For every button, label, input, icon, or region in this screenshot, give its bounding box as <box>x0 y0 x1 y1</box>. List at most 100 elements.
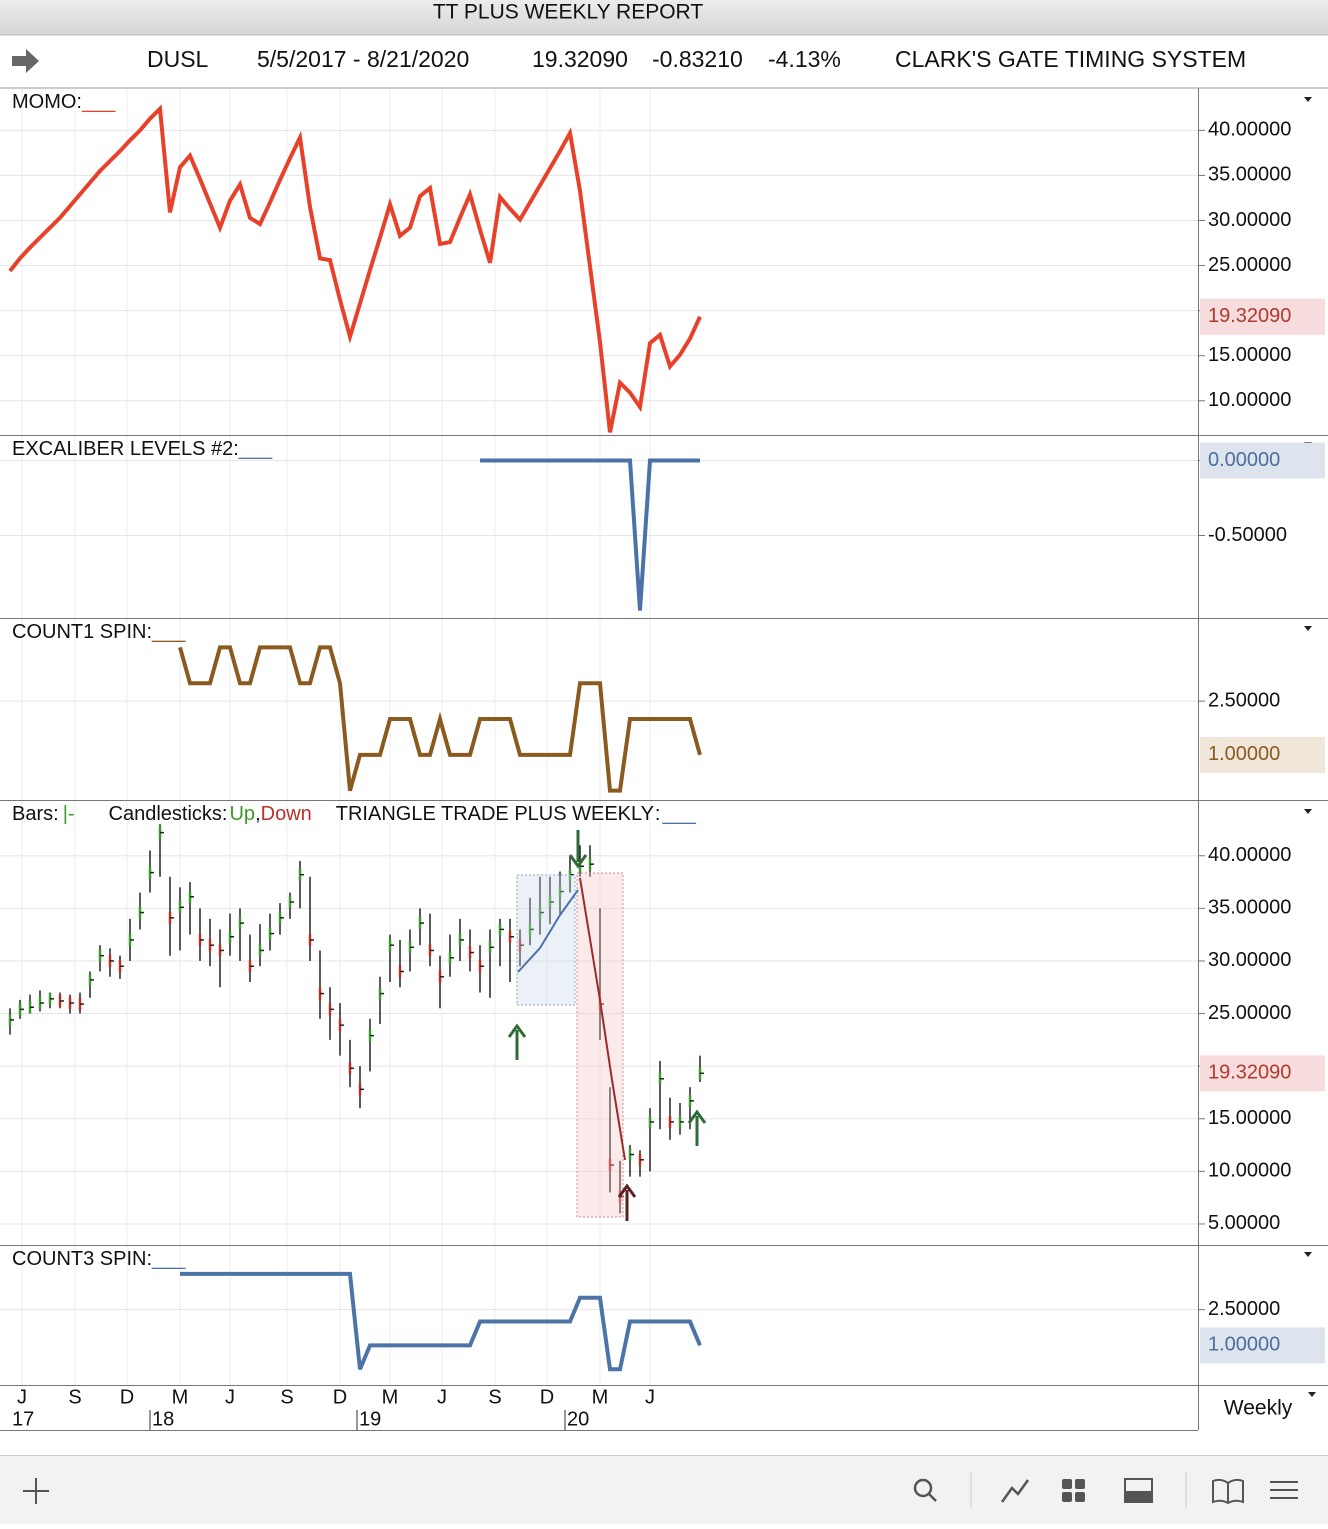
layout-button[interactable] <box>1062 1479 1085 1502</box>
legend-item: Bars: <box>12 803 59 825</box>
y-tick-label: 35.00000 <box>1208 164 1291 186</box>
legend-label: MOMO: <box>12 91 82 113</box>
month-label: M <box>592 1386 609 1408</box>
last-value-box <box>1200 1327 1325 1364</box>
panel-menu[interactable] <box>1304 809 1312 814</box>
panel-menu[interactable] <box>1304 1252 1312 1257</box>
triangle-annotations <box>507 830 707 1221</box>
triangle-line <box>579 877 626 1161</box>
legend-label: EXCALIBER LEVELS #2: <box>12 438 239 460</box>
panel-menu[interactable] <box>1304 626 1312 631</box>
last-value-label: 0.00000 <box>1208 449 1280 471</box>
period-selector[interactable]: Weekly <box>1224 1397 1293 1420</box>
month-label: S <box>488 1386 501 1408</box>
legend-item: , <box>255 803 261 825</box>
last-value-label: 19.32090 <box>1208 1062 1291 1084</box>
last-value-label: 1.00000 <box>1208 1334 1280 1356</box>
chart-style-button[interactable] <box>1000 1479 1030 1503</box>
legend-marker: ___ <box>151 621 186 643</box>
legend-item: : <box>655 803 661 825</box>
year-label: 19 <box>359 1408 381 1430</box>
panel-separators <box>0 435 1328 1431</box>
panel-title: COUNT3 SPIN:___ <box>12 1248 186 1270</box>
last-value-box <box>1200 298 1325 335</box>
panel-title: MOMO:___ <box>12 91 116 113</box>
series-line <box>8 104 702 433</box>
add-button[interactable] <box>23 1478 49 1504</box>
y-tick-label: 25.00000 <box>1208 254 1291 276</box>
month-label: D <box>120 1386 134 1408</box>
last-value-label: 1.00000 <box>1208 743 1280 765</box>
month-label: S <box>68 1386 81 1408</box>
legend-marker: ___ <box>238 438 273 460</box>
month-label: M <box>382 1386 399 1408</box>
last-value-label: 19.32090 <box>1208 305 1291 327</box>
legend-item: |- <box>63 803 75 825</box>
legend-item: Up <box>229 803 255 825</box>
exit-arrow <box>617 1183 637 1221</box>
month-label: J <box>225 1386 235 1408</box>
y-tick-label: 30.00000 <box>1208 209 1291 231</box>
last-value-box <box>1200 1055 1325 1092</box>
date-range: 5/5/2017 - 8/21/2020 <box>257 46 469 72</box>
month-label: J <box>437 1386 447 1408</box>
month-label: D <box>540 1386 554 1408</box>
month-label: J <box>645 1386 655 1408</box>
panel-title: EXCALIBER LEVELS #2:___ <box>12 438 273 460</box>
price-change: -0.83210 <box>652 46 743 72</box>
y-tick-label: 5.00000 <box>1208 1212 1280 1234</box>
title-bar <box>0 0 1328 35</box>
legend-label: COUNT3 SPIN: <box>12 1248 152 1270</box>
system-name: CLARK'S GATE TIMING SYSTEM <box>895 46 1246 72</box>
series-line <box>180 1271 702 1372</box>
year-label: 18 <box>152 1408 174 1430</box>
arrow-button[interactable] <box>12 49 39 73</box>
window-title: TT PLUS WEEKLY REPORT <box>433 1 704 24</box>
period-menu[interactable] <box>1308 1392 1316 1397</box>
y-tick-label: 15.00000 <box>1208 344 1291 366</box>
header <box>0 36 1328 88</box>
triangle-line <box>517 889 579 973</box>
buy-arrow <box>687 1109 707 1146</box>
y-tick-label: 30.00000 <box>1208 949 1291 971</box>
chart-layer: 10.0000015.0000020.0000025.0000030.00000… <box>0 89 1325 1430</box>
y-tick-label: -0.50000 <box>1208 524 1287 546</box>
year-label: 17 <box>12 1408 34 1430</box>
legend-item: ___ <box>661 803 696 825</box>
buy-arrow <box>507 1023 527 1060</box>
month-label: D <box>333 1386 347 1408</box>
month-label: M <box>172 1386 189 1408</box>
percent-change: -4.13% <box>768 46 841 72</box>
sell-arrow <box>568 830 588 869</box>
legend-item: Candlesticks: <box>109 803 228 825</box>
y-tick-label: 10.00000 <box>1208 1160 1291 1182</box>
last-value-box <box>1200 442 1325 479</box>
y-tick-label: 25.00000 <box>1208 1002 1291 1024</box>
y-tick-label: 40.00000 <box>1208 844 1291 866</box>
search-button[interactable] <box>913 1478 937 1502</box>
last-value-box <box>1200 736 1325 773</box>
toolbar-icons <box>23 1472 1298 1508</box>
month-label: J <box>17 1386 27 1408</box>
y-tick-label: 15.00000 <box>1208 1107 1291 1129</box>
panel-button[interactable] <box>1124 1478 1153 1503</box>
y-tick-label: 2.50000 <box>1208 689 1280 711</box>
symbol: DUSL <box>147 46 209 72</box>
legend-marker: ___ <box>151 1248 186 1270</box>
menu-button[interactable] <box>1270 1481 1298 1499</box>
toolbar <box>0 1455 1328 1524</box>
series-line <box>480 458 700 611</box>
notes-button[interactable] <box>1212 1478 1244 1505</box>
legend-label: COUNT1 SPIN: <box>12 621 152 643</box>
year-label: 20 <box>567 1408 589 1430</box>
last-price: 19.32090 <box>532 46 628 72</box>
legend-item: Down <box>261 803 312 825</box>
panel-menu[interactable] <box>1304 97 1312 102</box>
panel-title: COUNT1 SPIN:___ <box>12 621 186 643</box>
y-tick-label: 40.00000 <box>1208 119 1291 141</box>
y-tick-label: 35.00000 <box>1208 897 1291 919</box>
series-line <box>178 645 702 793</box>
legend-item: TRIANGLE TRADE PLUS WEEKLY <box>336 803 654 825</box>
